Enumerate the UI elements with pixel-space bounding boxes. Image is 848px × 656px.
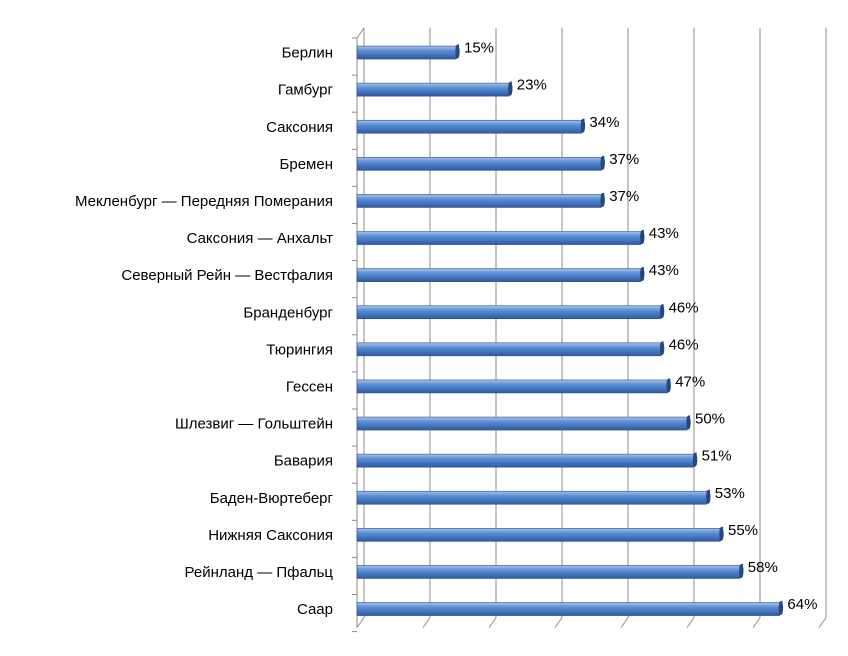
bar (356, 340, 665, 357)
bar (356, 44, 460, 60)
bar (356, 192, 605, 208)
category-label: Северный Рейн — Вестфалия (121, 267, 333, 284)
data-label: 53% (715, 485, 745, 502)
bar (356, 266, 645, 282)
bars (356, 44, 784, 616)
category-label: Саар (297, 601, 333, 618)
data-label: 51% (702, 448, 732, 465)
category-label: Баден-Вюртеберг (210, 490, 334, 507)
category-label: Саксония — Анхальт (187, 230, 334, 247)
data-label: 37% (609, 188, 639, 205)
bar (356, 563, 744, 579)
gridline (818, 28, 827, 628)
data-label: 58% (748, 559, 778, 576)
data-label: 46% (669, 299, 699, 316)
category-label: Шлезвиг — Гольштейн (175, 416, 333, 433)
category-label: Мекленбург — Передняя Померания (75, 193, 333, 210)
gridline (686, 28, 695, 628)
category-label: Гессен (286, 378, 333, 395)
data-label: 50% (695, 411, 725, 428)
data-label: 46% (669, 336, 699, 353)
category-label: Рейнланд — Пфальц (185, 564, 334, 581)
bar (356, 526, 724, 542)
category-label: Бремен (280, 156, 333, 173)
bar (356, 489, 711, 505)
category-label: Саксония (266, 119, 333, 136)
data-label: 15% (464, 40, 494, 57)
bar (356, 452, 698, 468)
bar (356, 415, 691, 431)
bar (356, 377, 671, 394)
category-label: Берлин (282, 45, 333, 62)
data-label: 37% (609, 151, 639, 168)
gridline (752, 28, 761, 628)
data-label: 34% (589, 114, 619, 131)
category-labels: Берлин Гамбург Саксония Бремен Мекленбург — … (75, 45, 334, 618)
data-label: 43% (649, 225, 679, 242)
data-label: 64% (787, 596, 817, 613)
data-label: 43% (649, 262, 679, 279)
bar (356, 155, 605, 171)
data-label: 23% (517, 77, 547, 94)
category-label: Бавария (274, 453, 333, 470)
bar (356, 229, 645, 245)
bar (356, 600, 784, 616)
bar (356, 118, 586, 134)
category-label: Бранденбург (243, 304, 333, 321)
data-label: 47% (675, 373, 705, 390)
category-label: Нижняя Саксония (208, 527, 333, 544)
value-labels: 15% 23% 34% 37% 37% 43% 43% 46% 46% 47% 50% 51% 53% 5… (464, 40, 817, 613)
category-label: Тюрингия (266, 341, 333, 358)
data-label: 55% (728, 522, 758, 539)
category-label: Гамбург (278, 82, 334, 99)
bar (356, 81, 513, 97)
gridline (620, 28, 629, 628)
bar (356, 303, 665, 320)
